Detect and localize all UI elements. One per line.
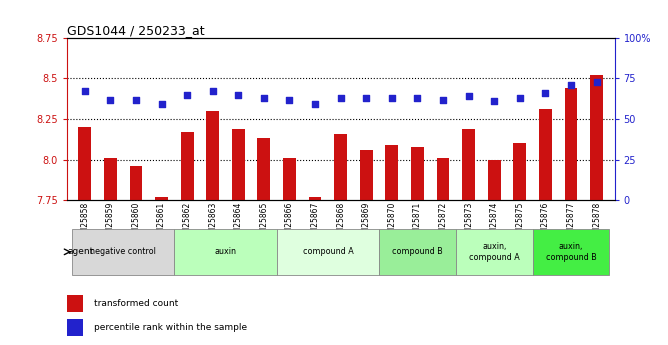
Bar [283, 158, 296, 200]
Bar [564, 88, 577, 200]
Text: transformed count: transformed count [94, 299, 178, 308]
Bar [232, 129, 244, 200]
Point [156, 102, 167, 107]
Point [412, 95, 423, 101]
Point [105, 97, 116, 102]
Bar [532, 229, 609, 275]
Point [130, 97, 141, 102]
Point [361, 95, 371, 101]
Point [284, 97, 295, 102]
Bar [539, 109, 552, 200]
Point [233, 92, 244, 97]
Point [514, 95, 525, 101]
Point [489, 98, 500, 104]
Bar [488, 159, 500, 200]
Text: compound A: compound A [303, 247, 353, 256]
Bar [181, 132, 194, 200]
Bar [72, 229, 174, 275]
Bar [67, 295, 84, 312]
Point [207, 89, 218, 94]
Bar [309, 197, 321, 200]
Point [182, 92, 192, 97]
Text: agent: agent [67, 247, 94, 256]
Bar [360, 150, 373, 200]
Bar [174, 229, 277, 275]
Point [335, 95, 346, 101]
Text: auxin,
compound A: auxin, compound A [469, 242, 520, 262]
Bar [130, 166, 142, 200]
Bar [334, 134, 347, 200]
Point [79, 89, 90, 94]
Bar [277, 229, 379, 275]
Bar [67, 319, 84, 336]
Bar [155, 197, 168, 200]
Bar [591, 75, 603, 200]
Bar [437, 158, 450, 200]
Point [259, 95, 269, 101]
Point [464, 93, 474, 99]
Point [540, 90, 551, 96]
Bar [385, 145, 398, 200]
Text: negative control: negative control [90, 247, 156, 256]
Bar [104, 158, 117, 200]
Bar [411, 147, 424, 200]
Bar [78, 127, 91, 200]
Text: compound B: compound B [392, 247, 443, 256]
Text: auxin,
compound B: auxin, compound B [546, 242, 597, 262]
Point [566, 82, 576, 88]
Text: GDS1044 / 250233_at: GDS1044 / 250233_at [67, 24, 204, 37]
Point [387, 95, 397, 101]
Point [310, 102, 321, 107]
Bar [462, 129, 475, 200]
Bar [379, 229, 456, 275]
Bar [514, 143, 526, 200]
Point [591, 79, 602, 85]
Point [438, 97, 448, 102]
Bar [257, 138, 271, 200]
Bar [456, 229, 532, 275]
Bar [206, 111, 219, 200]
Text: percentile rank within the sample: percentile rank within the sample [94, 323, 247, 332]
Text: auxin: auxin [214, 247, 236, 256]
